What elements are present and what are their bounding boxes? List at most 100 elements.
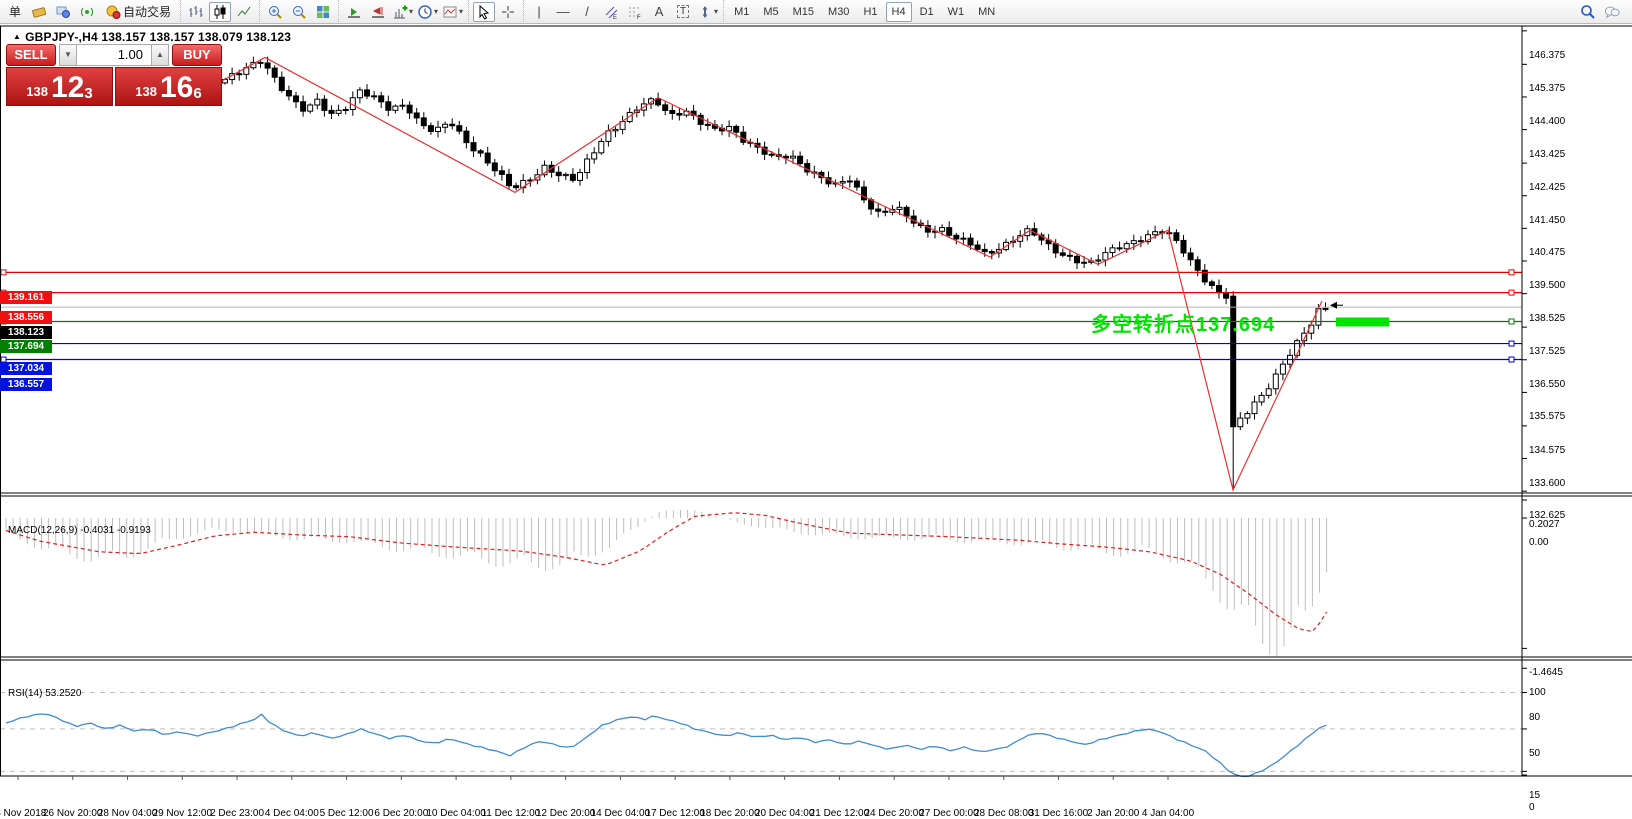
price-badge-139.161: 139.161 — [0, 290, 52, 304]
date-label-13: 18 Dec 20:00 — [700, 808, 760, 819]
chart-title: GBPJPY-,H4 138.157 138.157 138.079 138.1… — [25, 30, 292, 44]
timeframe-button-M5[interactable]: M5 — [763, 5, 779, 18]
vertical-line-tool[interactable]: | — [537, 4, 541, 19]
horizontal-line-tool[interactable]: — — [556, 4, 570, 19]
line-chart-icon[interactable] — [233, 2, 255, 22]
zoom-out-icon[interactable] — [288, 2, 310, 22]
price-tick-144.400: 144.400 — [1529, 115, 1566, 127]
timeframe-button-D1[interactable]: D1 — [919, 5, 934, 18]
date-label-15: 21 Dec 12:00 — [809, 808, 870, 819]
collapse-icon[interactable]: ▲ — [13, 32, 22, 41]
equidistant-channel-tool[interactable]: E — [600, 2, 622, 22]
date-label-2: 28 Nov 04:00 — [97, 808, 158, 819]
price-tick-137.525: 137.525 — [1529, 346, 1566, 358]
indicators-dropdown-caret[interactable]: ▾ — [409, 7, 414, 16]
date-label-12: 17 Dec 12:00 — [645, 808, 705, 819]
one-click-trading-panel: SELL ▼ 1.00 ▲ BUY 138 12 3 138 16 6 — [6, 43, 222, 106]
tile-windows-icon[interactable] — [312, 2, 334, 22]
price-tick-135.575: 135.575 — [1529, 411, 1566, 423]
volume-spinner: ▼ 1.00 ▲ — [59, 43, 169, 66]
macd-tick-0.00: 0.00 — [1529, 537, 1549, 549]
price-tick-146.375: 146.375 — [1529, 49, 1566, 61]
date-label-19: 31 Dec 16:00 — [1028, 808, 1089, 819]
sell-price-prefix: 138 — [26, 84, 48, 99]
sell-button[interactable]: SELL — [6, 43, 56, 66]
indicators-icon[interactable]: ▾ — [391, 2, 414, 22]
chart-canvas[interactable] — [0, 25, 1632, 812]
volume-increase-button[interactable]: ▲ — [151, 43, 169, 66]
sell-price-big: 12 — [50, 71, 85, 104]
fibonacci-tool[interactable]: F — [624, 2, 646, 22]
buy-price-box[interactable]: 138 16 6 — [115, 67, 222, 106]
timeframe-button-M1[interactable]: M1 — [734, 5, 750, 18]
candles-layer — [222, 56, 1329, 490]
rsi-tick-100: 100 — [1529, 687, 1546, 699]
zoom-in-icon[interactable] — [264, 2, 286, 22]
bar-chart-icon[interactable] — [185, 2, 207, 22]
timeframe-button-H4[interactable]: H4 — [885, 1, 912, 22]
price-tick-133.600: 133.600 — [1529, 477, 1566, 489]
date-label-1: 26 Nov 20:00 — [43, 808, 103, 819]
candlestick-chart-icon[interactable] — [209, 1, 231, 22]
price-tick-136.550: 136.550 — [1529, 378, 1566, 390]
volume-input[interactable]: 1.00 — [77, 43, 151, 66]
rsi-gridlines — [0, 692, 1522, 772]
date-label-8: 10 Dec 04:00 — [426, 808, 486, 819]
cursor-icon[interactable] — [473, 1, 496, 22]
price-tick-142.425: 142.425 — [1529, 182, 1566, 194]
buy-button[interactable]: BUY — [172, 43, 222, 66]
price-tick-134.575: 134.575 — [1529, 444, 1566, 456]
text-label-tool[interactable]: T — [672, 2, 694, 22]
rsi-layer — [5, 713, 1327, 778]
timeframe-button-W1[interactable]: W1 — [947, 5, 965, 18]
sell-price-sup: 3 — [84, 85, 93, 102]
new-order-button[interactable]: 单 — [8, 5, 21, 19]
signal-icon[interactable] — [76, 2, 98, 22]
templates-icon[interactable]: ▾ — [441, 2, 464, 22]
arrows-dropdown-caret[interactable]: ▾ — [714, 7, 719, 16]
price-tick-145.375: 145.375 — [1529, 83, 1566, 95]
price-badge-138.556: 138.556 — [0, 311, 52, 325]
search-icon[interactable] — [1577, 2, 1599, 22]
date-label-16: 24 Dec 20:00 — [864, 808, 924, 819]
auto-scroll-icon[interactable] — [343, 2, 365, 22]
pane-borders — [0, 25, 1632, 777]
price-badge-137.034: 137.034 — [0, 362, 52, 376]
price-tick-139.500: 139.500 — [1529, 280, 1566, 291]
chart-shift-icon[interactable] — [367, 2, 389, 22]
price-badge-137.694: 137.694 — [0, 339, 52, 353]
macd-tick--1.4645: -1.4645 — [1529, 667, 1563, 679]
periods-icon[interactable]: ▾ — [416, 2, 439, 22]
deposit-icon[interactable] — [28, 2, 50, 22]
buy-price-prefix: 138 — [135, 84, 157, 99]
trendline-tool[interactable]: / — [585, 4, 589, 19]
macd-layer — [5, 509, 1328, 657]
date-label-20: 2 Jan 20:00 — [1087, 808, 1140, 819]
crosshair-icon[interactable] — [497, 2, 519, 22]
macd-tick-0.2027: 0.2027 — [1529, 518, 1560, 530]
date-label-4: 2 Dec 23:00 — [210, 808, 265, 819]
templates-dropdown-caret[interactable]: ▾ — [459, 7, 464, 16]
timeframe-button-M30[interactable]: M30 — [828, 5, 850, 18]
date-label-5: 4 Dec 04:00 — [264, 808, 319, 819]
date-label-6: 5 Dec 12:00 — [319, 808, 374, 819]
zigzag-indicator-line — [221, 56, 1323, 492]
volume-decrease-button[interactable]: ▼ — [59, 43, 77, 66]
date-label-3: 29 Nov 12:00 — [152, 808, 213, 819]
chart-title-bar: ▲ GBPJPY-,H4 138.157 138.157 138.079 138.… — [13, 30, 291, 44]
chart-window: ▲ GBPJPY-,H4 138.157 138.157 138.079 138.… — [0, 25, 1632, 819]
axis-tickmarks — [17, 30, 1527, 780]
date-label-14: 20 Dec 04:00 — [754, 808, 815, 819]
auto-trading-button[interactable]: 自动交易 — [100, 2, 176, 22]
horizontal-level-lines[interactable] — [0, 269, 1522, 363]
text-tool[interactable]: A — [654, 4, 664, 19]
periods-dropdown-caret[interactable]: ▾ — [434, 7, 439, 16]
chat-icon[interactable] — [1601, 2, 1623, 22]
timeframe-button-MN[interactable]: MN — [978, 5, 996, 18]
timeframe-button-H1[interactable]: H1 — [863, 5, 878, 18]
buy-price-sup: 6 — [193, 85, 202, 102]
arrows-tool[interactable]: ▾ — [696, 2, 719, 22]
sell-price-box[interactable]: 138 12 3 — [6, 67, 113, 106]
account-transfer-icon[interactable] — [52, 2, 74, 22]
timeframe-button-M15[interactable]: M15 — [792, 5, 815, 18]
